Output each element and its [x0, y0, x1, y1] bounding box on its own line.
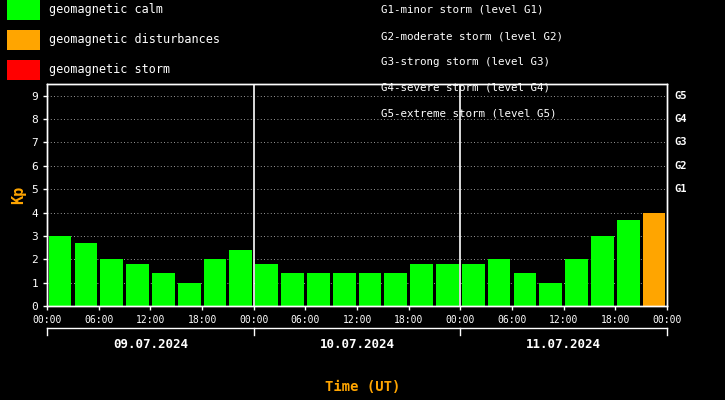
- Bar: [75, 243, 97, 306]
- Text: G1: G1: [674, 184, 687, 194]
- Bar: [333, 273, 355, 306]
- Bar: [230, 250, 252, 306]
- Bar: [617, 220, 639, 306]
- Text: G4-severe storm (level G4): G4-severe storm (level G4): [381, 83, 550, 93]
- Text: G2-moderate storm (level G2): G2-moderate storm (level G2): [381, 31, 563, 41]
- Text: G1-minor storm (level G1): G1-minor storm (level G1): [381, 5, 543, 15]
- Text: G5-extreme storm (level G5): G5-extreme storm (level G5): [381, 109, 556, 119]
- Bar: [462, 264, 484, 306]
- Text: Time (UT): Time (UT): [325, 380, 400, 394]
- Bar: [591, 236, 614, 306]
- Bar: [513, 273, 536, 306]
- Bar: [307, 273, 330, 306]
- Bar: [384, 273, 407, 306]
- Bar: [152, 273, 175, 306]
- Text: G2: G2: [674, 161, 687, 171]
- Text: G4: G4: [674, 114, 687, 124]
- Bar: [539, 283, 562, 306]
- Bar: [255, 264, 278, 306]
- Text: 11.07.2024: 11.07.2024: [526, 338, 601, 351]
- Text: 09.07.2024: 09.07.2024: [113, 338, 188, 351]
- Bar: [566, 259, 588, 306]
- Bar: [643, 212, 666, 306]
- Bar: [281, 273, 304, 306]
- Text: geomagnetic storm: geomagnetic storm: [49, 64, 170, 76]
- Bar: [488, 259, 510, 306]
- Bar: [49, 236, 71, 306]
- Bar: [436, 264, 459, 306]
- Text: geomagnetic calm: geomagnetic calm: [49, 4, 162, 16]
- Bar: [126, 264, 149, 306]
- Bar: [100, 259, 123, 306]
- Text: 10.07.2024: 10.07.2024: [320, 338, 394, 351]
- Bar: [410, 264, 433, 306]
- Bar: [204, 259, 226, 306]
- Bar: [178, 283, 201, 306]
- Text: G5: G5: [674, 91, 687, 101]
- Bar: [359, 273, 381, 306]
- Y-axis label: Kp: Kp: [11, 186, 26, 204]
- Text: G3-strong storm (level G3): G3-strong storm (level G3): [381, 57, 550, 67]
- Text: geomagnetic disturbances: geomagnetic disturbances: [49, 34, 220, 46]
- Text: G3: G3: [674, 138, 687, 148]
